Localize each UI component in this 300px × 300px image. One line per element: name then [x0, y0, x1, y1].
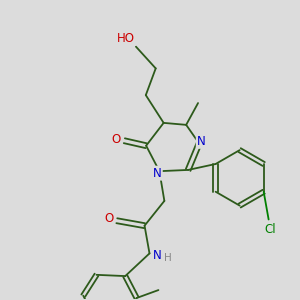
Text: N: N	[197, 135, 206, 148]
Text: N: N	[153, 167, 162, 180]
Text: N: N	[153, 249, 162, 262]
Text: HO: HO	[117, 32, 135, 45]
Text: Cl: Cl	[265, 223, 276, 236]
Text: H: H	[164, 254, 172, 263]
Text: O: O	[112, 133, 121, 146]
Text: O: O	[104, 212, 113, 225]
